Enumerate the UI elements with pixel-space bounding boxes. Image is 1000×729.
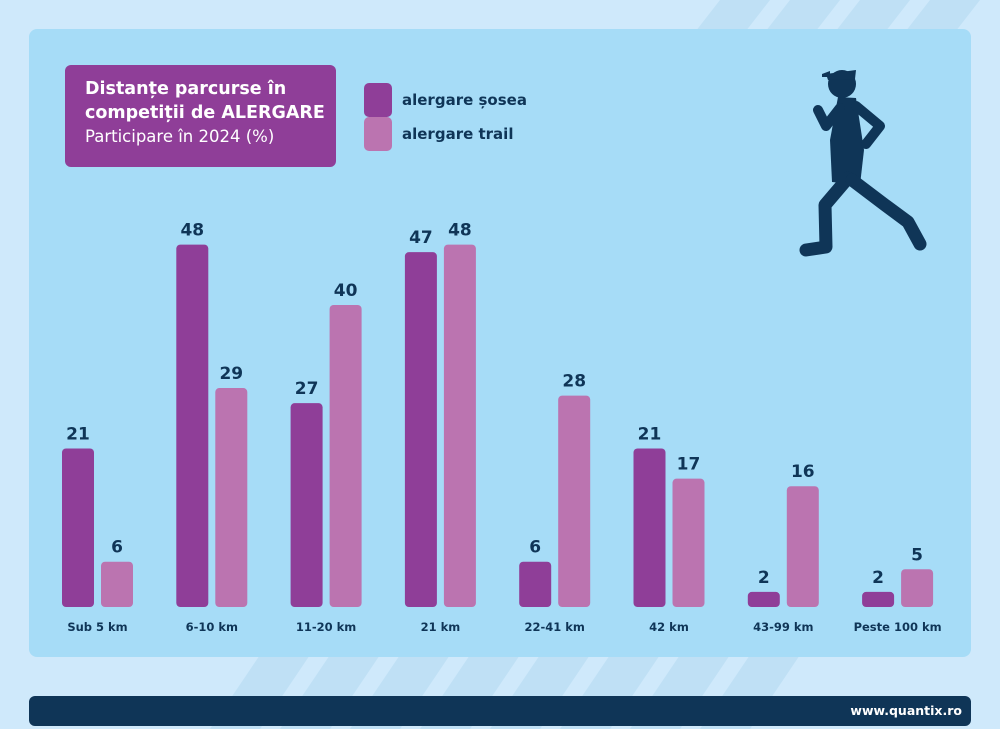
tick-label-peste-100-km: Peste 100 km [854, 620, 942, 634]
data-label-trail-22-41-km: 28 [562, 372, 586, 392]
tick-label-6-10-km: 6-10 km [186, 620, 238, 634]
bar-trail-sub-5-km [101, 561, 133, 607]
legend-label-road: alergare șosea [402, 91, 527, 109]
legend-swatch-trail [364, 117, 392, 151]
chart-title-line-1: Distanțe parcurse în [85, 79, 287, 99]
bar-trail-42-km [672, 478, 705, 607]
bar-road-21-km [404, 252, 437, 607]
tick-label-42-km: 42 km [649, 620, 689, 634]
bar-trail-11-20-km [329, 305, 362, 607]
data-label-road-11-20-km: 27 [295, 379, 319, 399]
tick-label-sub-5-km: Sub 5 km [67, 620, 127, 634]
legend-swatch-road [364, 83, 392, 117]
bar-road-sub-5-km [62, 448, 94, 607]
data-label-road-sub-5-km: 21 [66, 424, 90, 444]
data-label-road-42-km: 21 [638, 424, 662, 444]
data-label-trail-21-km: 48 [448, 221, 472, 241]
tick-label-21-km: 21 km [421, 620, 461, 634]
tick-label-22-41-km: 22-41 km [524, 620, 584, 634]
chart-title-line-2: competiții de ALERGARE [85, 103, 325, 123]
data-label-road-21-km: 47 [409, 228, 433, 248]
bar-road-6-10-km [176, 244, 209, 607]
chart-subtitle: Participare în 2024 (%) [85, 127, 275, 146]
bar-road-11-20-km [290, 403, 323, 607]
data-label-road-6-10-km: 48 [180, 221, 204, 241]
bar-road-42-km [633, 448, 666, 607]
title-box: Distanțe parcurse în competiții de ALERG… [65, 65, 336, 167]
bar-trail-43-99-km [786, 486, 819, 607]
footer-url[interactable]: www.quantix.ro [850, 703, 962, 718]
data-label-road-22-41-km: 6 [529, 538, 541, 558]
data-label-trail-6-10-km: 29 [219, 364, 243, 384]
bar-trail-6-10-km [215, 388, 248, 607]
legend-label-trail: alergare trail [402, 125, 514, 143]
bar-trail-22-41-km [558, 395, 591, 607]
bar-trail-peste-100-km [901, 569, 934, 607]
tick-label-43-99-km: 43-99 km [753, 620, 813, 634]
data-label-road-43-99-km: 2 [758, 568, 770, 588]
footer-bar: www.quantix.ro [29, 696, 971, 726]
data-label-trail-sub-5-km: 6 [111, 538, 123, 558]
bar-trail-21-km [443, 244, 476, 607]
data-label-trail-11-20-km: 40 [334, 281, 358, 301]
legend-item-road: alergare șosea [364, 83, 527, 117]
data-label-road-peste-100-km: 2 [872, 568, 884, 588]
data-label-trail-42-km: 17 [677, 455, 701, 475]
bar-road-22-41-km [519, 561, 552, 607]
bar-road-43-99-km [747, 591, 780, 607]
data-label-trail-43-99-km: 16 [791, 462, 815, 482]
bar-road-peste-100-km [862, 591, 895, 607]
data-label-trail-peste-100-km: 5 [911, 545, 923, 565]
legend-item-trail: alergare trail [364, 117, 513, 151]
tick-label-11-20-km: 11-20 km [296, 620, 356, 634]
